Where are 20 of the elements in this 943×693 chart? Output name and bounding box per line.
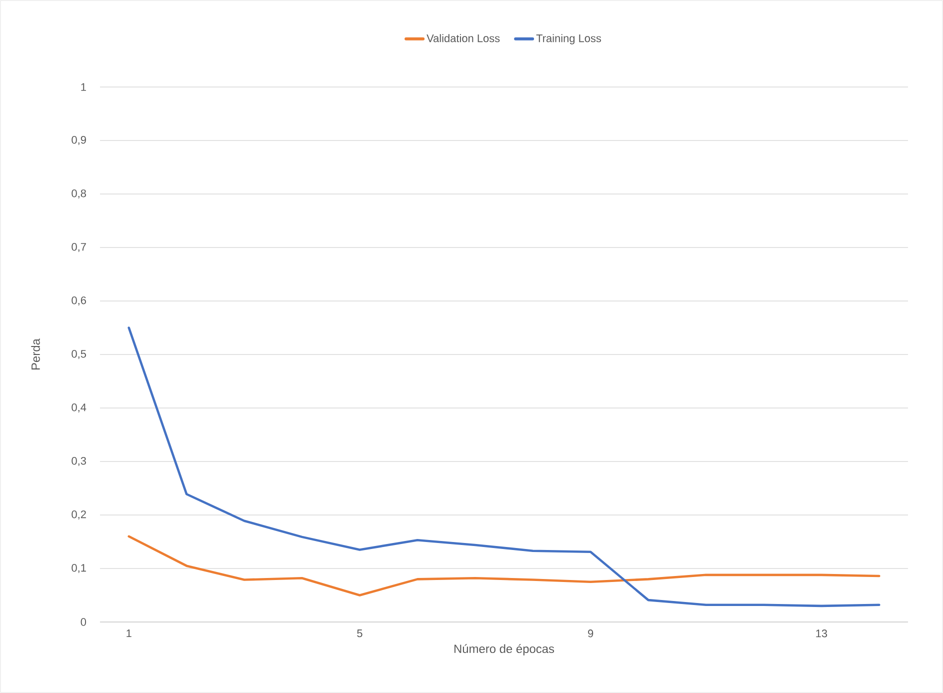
- x-axis-title: Número de épocas: [454, 644, 554, 656]
- y-tick-label: 0,5: [72, 350, 86, 360]
- y-tick-label: 0,6: [72, 296, 86, 306]
- line-series: [128, 326, 880, 608]
- y-tick-label: 0,1: [72, 564, 86, 574]
- y-tick-label: 1: [81, 83, 86, 91]
- x-tick-label: 1: [126, 630, 132, 638]
- x-tick-label: 5: [357, 630, 362, 638]
- y-tick-label: 0,8: [72, 189, 86, 199]
- legend-label: Validation Loss: [426, 34, 500, 42]
- x-tick-label: 9: [588, 630, 594, 638]
- y-axis-title: Perda: [31, 338, 40, 370]
- y-tick-label: 0,7: [72, 242, 86, 252]
- x-tick-label: 13: [816, 630, 828, 638]
- legend-label: Training Loss: [536, 34, 602, 44]
- y-tick-label: 0,9: [72, 136, 86, 146]
- y-tick-label: 0: [80, 618, 86, 626]
- y-tick-label: 0,2: [72, 510, 86, 520]
- y-tick-label: 0,3: [72, 456, 86, 466]
- y-tick-label: 0,4: [72, 403, 86, 413]
